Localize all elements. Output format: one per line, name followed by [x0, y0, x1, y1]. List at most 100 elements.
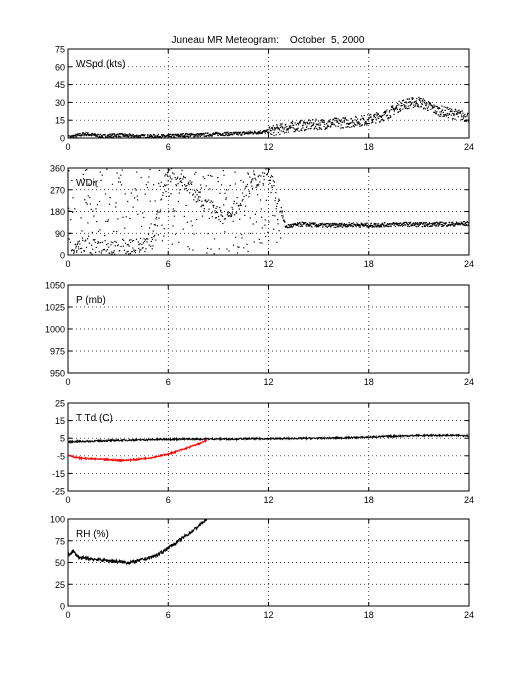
data-point	[112, 133, 115, 135]
data-point	[285, 226, 287, 228]
data-point	[344, 117, 347, 119]
data-point	[104, 136, 107, 138]
data-point	[98, 134, 100, 136]
data-point	[141, 225, 143, 228]
data-point	[166, 174, 168, 176]
data-point	[270, 130, 272, 132]
data-point	[320, 223, 323, 225]
data-point	[259, 181, 261, 183]
data-point	[305, 224, 307, 226]
data-point	[351, 120, 354, 122]
data-point	[333, 124, 335, 126]
data-point	[159, 135, 162, 138]
data-point	[289, 127, 291, 129]
data-point	[159, 185, 161, 187]
data-point	[147, 238, 149, 240]
data-point	[364, 223, 366, 225]
data-point	[167, 175, 169, 177]
data-point	[435, 225, 437, 227]
data-point	[77, 246, 80, 248]
data-point	[138, 134, 140, 136]
data-point	[205, 201, 208, 203]
data-point	[92, 210, 94, 212]
data-point	[219, 133, 221, 135]
data-point	[423, 225, 425, 227]
data-point	[371, 118, 373, 120]
data-point	[157, 210, 159, 212]
data-point	[382, 224, 384, 226]
data-point	[463, 115, 465, 118]
data-point	[230, 215, 232, 217]
data-point	[392, 105, 394, 107]
x-tick-label: 0	[65, 495, 70, 505]
data-point	[152, 245, 154, 247]
data-point	[237, 246, 239, 248]
data-point	[134, 188, 136, 190]
data-point	[436, 225, 438, 227]
data-point	[317, 120, 320, 122]
data-point	[129, 253, 131, 255]
data-point	[113, 135, 115, 138]
data-point	[332, 122, 334, 124]
data-point	[107, 220, 109, 222]
data-point	[416, 224, 418, 226]
data-point	[242, 181, 244, 183]
data-point	[251, 187, 254, 190]
data-point	[324, 128, 326, 130]
data-point	[378, 225, 381, 227]
data-point	[176, 254, 178, 255]
data-point	[389, 223, 391, 225]
data-point	[144, 250, 146, 253]
data-point	[93, 215, 95, 217]
data-point	[468, 121, 469, 123]
data-point	[342, 121, 344, 123]
data-point	[236, 197, 238, 199]
data-point	[218, 215, 220, 218]
data-point	[410, 225, 412, 227]
data-point	[163, 228, 165, 230]
data-point	[113, 133, 115, 135]
data-point	[358, 224, 360, 226]
data-point	[138, 136, 140, 138]
chart-title: Juneau MR Meteogram: October 5, 2000	[172, 35, 365, 46]
data-point	[273, 127, 275, 129]
data-point	[297, 222, 299, 224]
data-point	[427, 223, 429, 225]
data-point	[397, 224, 399, 226]
data-point	[421, 99, 424, 101]
data-point	[363, 119, 365, 121]
data-point	[451, 118, 454, 120]
data-point	[295, 124, 297, 126]
data-point	[94, 135, 96, 137]
data-point	[407, 98, 409, 100]
data-point	[84, 240, 86, 242]
data-point	[72, 211, 74, 213]
data-point	[257, 133, 259, 135]
data-point	[262, 172, 264, 174]
data-point	[325, 128, 327, 130]
data-point	[100, 135, 102, 137]
data-point	[90, 208, 92, 210]
data-point	[171, 178, 173, 180]
data-point	[414, 105, 416, 108]
data-point	[376, 114, 378, 116]
data-point	[244, 187, 246, 189]
data-point	[431, 107, 433, 109]
y-tick-label: 25	[55, 399, 65, 409]
data-point	[313, 222, 315, 224]
data-point	[296, 128, 298, 130]
data-point	[177, 135, 179, 137]
data-point	[142, 135, 144, 137]
data-point	[324, 224, 326, 226]
data-point	[315, 224, 317, 226]
data-point	[68, 137, 70, 138]
data-point	[113, 250, 115, 252]
data-point	[384, 110, 386, 112]
data-point	[447, 114, 449, 116]
data-point	[408, 223, 410, 225]
data-point	[274, 128, 276, 130]
data-point	[228, 250, 230, 252]
data-point	[99, 135, 101, 137]
data-point	[245, 205, 247, 207]
